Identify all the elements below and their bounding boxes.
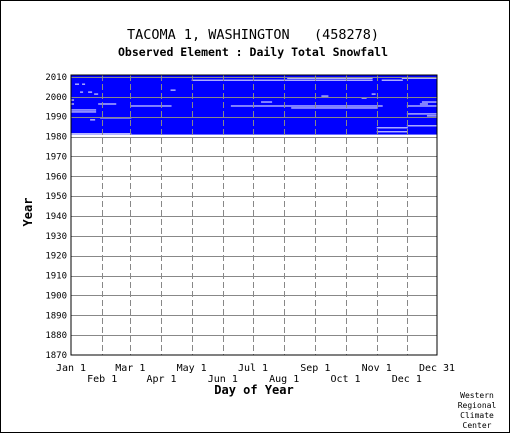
grid-layer [71, 75, 437, 355]
missing-data-segment [406, 105, 437, 107]
missing-data-segment [230, 105, 383, 107]
missing-data-segment [381, 79, 403, 81]
missing-data-segment [71, 133, 132, 135]
y-tick-label: 1960 [45, 172, 67, 182]
x-tick-label: Sep 1 [300, 363, 330, 374]
x-tick-label: Dec 1 [392, 374, 422, 385]
missing-data-segment [71, 111, 97, 113]
missing-data-segment [71, 99, 75, 101]
x-tick-label: Nov 1 [362, 363, 392, 374]
missing-data-segment [130, 105, 172, 107]
credit-line: Center [463, 421, 492, 430]
x-tick-label: Jan 1 [56, 363, 86, 374]
missing-data-segment [75, 83, 80, 85]
x-tick-label: Jul 1 [238, 363, 268, 374]
missing-data-segment [90, 119, 96, 121]
y-tick-label: 1980 [45, 133, 67, 143]
missing-data-segment [291, 107, 378, 109]
x-tick-label: Oct 1 [330, 374, 360, 385]
missing-data-segment [71, 109, 97, 111]
credit-line: Regional [458, 401, 497, 410]
y-tick-label: 1970 [45, 152, 67, 162]
chart-title: TACOMA 1, WASHINGTON (458278) [127, 27, 379, 43]
x-tick-label: Feb 1 [87, 374, 117, 385]
missing-data-segment [287, 77, 373, 79]
plot-border [70, 74, 438, 356]
missing-data-segment [82, 83, 86, 85]
missing-data-segment [401, 77, 437, 79]
y-axis-label: Year [21, 198, 35, 227]
y-tick-label: 1930 [45, 232, 67, 242]
missing-data-segment [421, 101, 437, 103]
y-tick-label: 1880 [45, 331, 67, 341]
missing-data-segment [80, 91, 84, 93]
y-tick-label: 2010 [45, 73, 67, 83]
y-tick-label: 1900 [45, 291, 67, 301]
credit-line: Western [460, 391, 494, 400]
x-tick-label: Jun 1 [208, 374, 238, 385]
y-tick-label: 2000 [45, 93, 67, 103]
missing-data-segment [261, 101, 273, 103]
x-tick-label: Mar 1 [115, 363, 145, 374]
x-tick-label: Dec 31 [419, 363, 455, 374]
missing-data-segment [361, 97, 367, 99]
y-tick-label: 1950 [45, 192, 67, 202]
missing-data-segment [406, 113, 437, 115]
missing-data-segment [419, 103, 428, 105]
missing-data-segment [88, 91, 93, 93]
y-tick-label: 1940 [45, 212, 67, 222]
missing-data-segment [376, 131, 408, 133]
y-tick-label: 1870 [45, 351, 67, 361]
missing-data-segment [98, 103, 117, 105]
y-tick-label: 1990 [45, 113, 67, 123]
x-tick-label: Aug 1 [269, 374, 299, 385]
y-tick-label: 1890 [45, 311, 67, 321]
credit-line: Climate [460, 411, 494, 420]
credit-block: Western Regional Climate Center [458, 391, 497, 430]
x-tick-label: Apr 1 [146, 374, 176, 385]
x-tick-label: May 1 [177, 363, 207, 374]
y-tick-label: 1910 [45, 272, 67, 282]
missing-data-segment [170, 89, 176, 91]
missing-data-segment [71, 103, 75, 105]
missing-data-segment [426, 115, 437, 117]
x-axis: Jan 1 Mar 1 May 1 Jul 1 Sep 1 Nov 1 Dec 31 Feb … [56, 363, 455, 385]
y-tick-label: 1920 [45, 252, 67, 262]
chart-subtitle: Observed Element : Daily Total Snowfall [118, 45, 388, 59]
missing-data-segment [191, 79, 373, 81]
missing-data-segment [376, 127, 408, 129]
missing-data-segment [371, 93, 376, 95]
missing-data-segment [94, 93, 99, 95]
y-axis: 2010 2000 1990 1980 1970 1960 1950 1940 1930 1920… [45, 73, 67, 361]
missing-data-segment [406, 125, 437, 127]
x-axis-label: Day of Year [214, 383, 293, 397]
missing-data-segment [321, 95, 329, 97]
